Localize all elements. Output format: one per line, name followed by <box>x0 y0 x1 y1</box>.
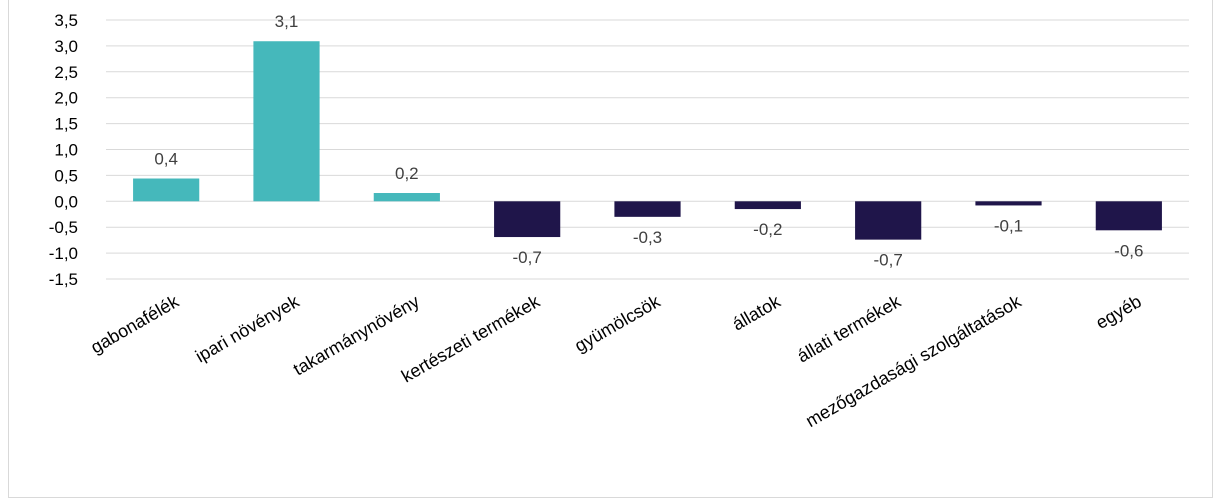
bar <box>614 201 681 217</box>
y-tick-label: -0,5 <box>49 218 78 237</box>
y-axis-ticks: -1,5 -1,0 -0,5 0,0 0,5 1,0 1,5 2,0 2,5 3,0 3,5 <box>49 11 78 289</box>
category-label: gyümölcsök <box>571 291 664 356</box>
data-label: -0,7 <box>513 248 542 267</box>
y-tick-label: 2,0 <box>54 89 78 108</box>
y-tick-label: -1,0 <box>49 244 78 263</box>
y-tick-label: 2,5 <box>54 63 78 82</box>
bar-chart: -1,5 -1,0 -0,5 0,0 0,5 1,0 1,5 2,0 2,5 3,0 3,5 0,4… <box>49 11 1189 431</box>
data-label: -0,3 <box>633 228 662 247</box>
bar <box>253 41 320 202</box>
bar <box>975 201 1042 206</box>
category-label: ipari növények <box>192 291 303 367</box>
data-label: 3,1 <box>275 12 299 31</box>
bar <box>734 201 801 210</box>
y-tick-label: 0,0 <box>54 192 78 211</box>
y-tick-label: -1,5 <box>49 270 78 289</box>
data-labels: 0,4 3,1 0,2 -0,7 -0,3 -0,2 -0,7 -0,1 -0,6 <box>154 12 1143 269</box>
bar <box>855 201 922 240</box>
chart-frame: -1,5 -1,0 -0,5 0,0 0,5 1,0 1,5 2,0 2,5 3,0 3,5 0,4… <box>8 0 1213 498</box>
category-label: gabonafélék <box>87 291 183 358</box>
data-label: 0,4 <box>154 150 178 169</box>
y-tick-label: 3,5 <box>54 11 78 30</box>
category-label: állati termékek <box>794 291 905 367</box>
bar <box>133 178 200 202</box>
bars <box>133 41 1162 240</box>
y-tick-label: 1,5 <box>54 115 78 134</box>
data-label: -0,6 <box>1114 241 1143 260</box>
category-label: állatok <box>729 291 785 335</box>
category-labels: gabonafélék ipari növényektakarmánynövény… <box>87 291 1145 431</box>
y-tick-label: 0,5 <box>54 166 78 185</box>
y-tick-label: 1,0 <box>54 141 78 160</box>
category-label: mezőgazdasági szolgáltatások <box>802 291 1025 431</box>
data-label: 0,2 <box>395 164 419 183</box>
bar <box>494 201 561 238</box>
data-label: -0,7 <box>874 251 903 270</box>
data-label: -0,1 <box>994 216 1023 235</box>
bar <box>1095 201 1162 231</box>
category-label: egyéb <box>1092 291 1144 333</box>
data-label: -0,2 <box>753 220 782 239</box>
y-tick-label: 3,0 <box>54 37 78 56</box>
bar <box>373 193 440 202</box>
